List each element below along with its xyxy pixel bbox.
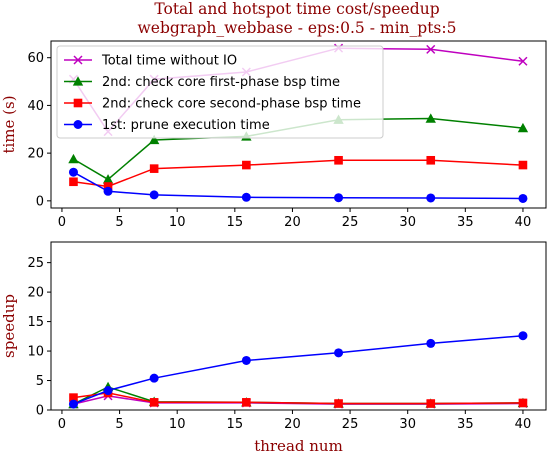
- y-tick-label: 40: [27, 99, 44, 114]
- x-tick-label: 35: [457, 417, 474, 432]
- x-tick-label: 10: [169, 215, 186, 230]
- data-point: [103, 186, 113, 196]
- series-line: [73, 159, 523, 188]
- x-tick-label: 40: [515, 417, 532, 432]
- data-point: [149, 164, 159, 173]
- legend-marker: [73, 98, 83, 108]
- x-tick-label: 25: [342, 215, 359, 230]
- legend-entry: 2nd: check core first-phase bsp time: [102, 75, 340, 90]
- x-tick-label: 5: [115, 417, 123, 432]
- data-point: [426, 155, 436, 165]
- data-point: [517, 122, 529, 133]
- y-tick-label: 20: [27, 286, 44, 301]
- data-point: [518, 193, 528, 203]
- legend: Total time without IO 2nd: check core fir…: [56, 45, 384, 139]
- data-point: [242, 160, 251, 170]
- legend-entry: 2nd: check core second-phase bsp time: [102, 97, 361, 112]
- data-point: [518, 160, 528, 170]
- x-tick-label: 15: [227, 215, 244, 230]
- x-tick-label: 15: [227, 417, 244, 432]
- series-line: [73, 171, 523, 200]
- x-tick-label: 5: [115, 215, 123, 230]
- data-point: [334, 193, 344, 203]
- y-tick-label: 5: [36, 374, 44, 389]
- x-tick-label: 25: [342, 417, 359, 432]
- y-tick-label: 15: [27, 315, 44, 330]
- plots: 0 5 10 15 20 25 30 35 40 0 20 40 60 time (s) Total tim…: [0, 40, 547, 455]
- data-point: [149, 190, 159, 200]
- legend-entry: Total time without IO: [101, 54, 237, 69]
- x-axis-label: thread num: [254, 437, 343, 455]
- y-tick-label: 60: [27, 51, 44, 66]
- y-tick-label: 0: [36, 404, 44, 419]
- x-tick-label: 20: [284, 215, 301, 230]
- data-point: [426, 338, 436, 348]
- data-point: [334, 155, 343, 165]
- data-point: [242, 398, 251, 407]
- legend-marker: [73, 120, 83, 129]
- y-tick-label: 0: [36, 194, 44, 209]
- x-tick-label: 0: [58, 417, 66, 432]
- data-point: [102, 174, 114, 184]
- data-point: [425, 113, 436, 123]
- subplot-2-series-4: [68, 331, 528, 409]
- legend-marker: [73, 55, 83, 65]
- data-point: [68, 167, 78, 177]
- x-tick-label: 10: [169, 417, 186, 432]
- data-point: [426, 44, 436, 54]
- data-point: [426, 399, 436, 408]
- chart-title-line2: webgraph_webbase - eps:0.5 - min_pts:5: [138, 19, 457, 37]
- data-point: [426, 193, 436, 203]
- data-point: [334, 348, 344, 358]
- data-point: [518, 56, 528, 66]
- data-point: [68, 399, 78, 409]
- x-tick-label: 40: [515, 215, 532, 230]
- data-point: [149, 373, 159, 383]
- subplot-2-series-1: [68, 391, 528, 409]
- legend-marker: [72, 76, 84, 86]
- data-point: [69, 393, 78, 402]
- series-line: [73, 334, 523, 405]
- y-axis-label: speedup: [0, 294, 18, 358]
- subplot-2-series-3: [69, 388, 528, 408]
- chart-title-line1: Total and hotspot time cost/speedup: [154, 0, 439, 18]
- data-point: [69, 177, 78, 187]
- data-point: [103, 386, 113, 396]
- subplot-1: 0 5 10 15 20 25 30 35 40 0 20 40 60 time (s) Total tim…: [0, 40, 547, 230]
- data-point: [148, 134, 160, 145]
- axes-frame: [50, 40, 547, 209]
- axes-frame: [50, 241, 547, 411]
- x-tick-label: 35: [457, 215, 474, 230]
- subplot-1-series-4: [68, 167, 528, 203]
- data-point: [334, 399, 343, 408]
- x-tick-label: 30: [399, 215, 416, 230]
- x-tick-label: 20: [284, 417, 301, 432]
- data-point: [68, 153, 79, 164]
- data-point: [518, 398, 528, 408]
- x-tick-label: 0: [58, 215, 66, 230]
- subplot-1-series-3: [69, 155, 528, 191]
- y-tick-label: 10: [27, 345, 44, 360]
- subplot-2: 0 5 10 15 20 25 30 35 40 0 5 10 15 20 25 speedup thread …: [0, 241, 547, 455]
- data-point: [241, 355, 251, 365]
- data-point: [518, 331, 528, 341]
- data-point: [149, 398, 159, 407]
- y-tick-label: 20: [27, 147, 44, 162]
- data-point: [241, 192, 251, 202]
- legend-box: [56, 45, 384, 139]
- legend-entry: 1st: prune execution time: [102, 118, 270, 133]
- y-tick-label: 25: [27, 256, 44, 271]
- x-tick-label: 30: [399, 417, 416, 432]
- data-point: [103, 182, 113, 191]
- y-axis-label: time (s): [0, 95, 18, 153]
